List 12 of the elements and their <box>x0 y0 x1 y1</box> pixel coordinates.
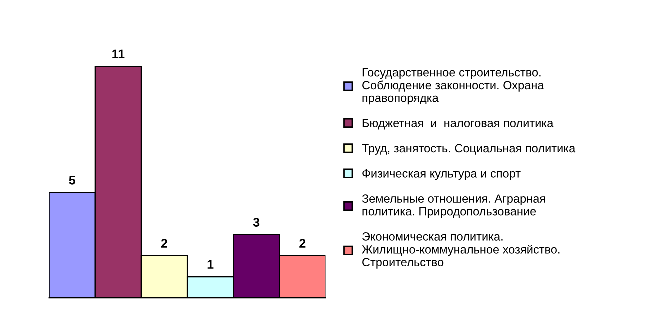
legend-label: Физическая культура и спорт <box>362 170 521 180</box>
data-label: 11 <box>112 50 125 58</box>
data-label: 3 <box>253 218 260 227</box>
data-label: 5 <box>69 176 76 185</box>
legend-label: Труд, занятость. Социальная политика <box>362 144 576 155</box>
legend-label: Экономическая политика. Жилищно-коммунальное хозяйство. Строительство <box>362 232 560 269</box>
legend-label: Государственное строительство. Соблюдение законности. Охрана правопорядка <box>362 68 544 105</box>
data-label: 2 <box>300 239 306 248</box>
legend-label: Бюджетная и налоговая политика <box>362 119 554 130</box>
data-label: 1 <box>208 260 214 269</box>
legend-label: Земельные отношения. Аграрная политика. Природопользование <box>362 194 546 218</box>
data-label: 2 <box>161 239 168 248</box>
